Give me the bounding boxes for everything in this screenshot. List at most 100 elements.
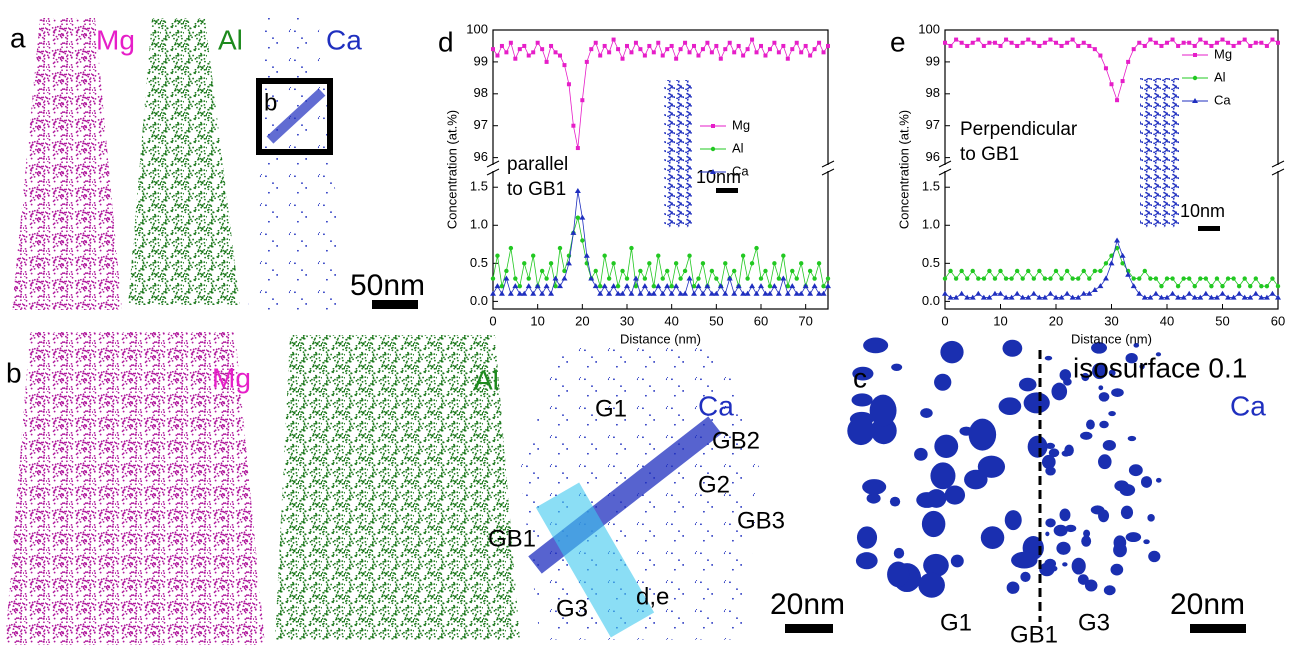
- x-tick-label: 20: [575, 313, 589, 328]
- data-point: [1208, 294, 1215, 300]
- data-point: [1059, 43, 1064, 48]
- data-point: [629, 50, 634, 55]
- isosurface-blob: [1077, 574, 1089, 585]
- data-point: [1131, 276, 1136, 281]
- plot-frame: [944, 29, 1279, 310]
- legend-label: Ca: [732, 163, 749, 178]
- isosurface-blob: [1113, 542, 1127, 558]
- data-point: [1236, 290, 1243, 296]
- data-point: [1158, 294, 1165, 300]
- data-point: [1275, 294, 1281, 300]
- data-point: [548, 261, 554, 266]
- legend-marker: [1193, 53, 1197, 57]
- data-point: [1080, 290, 1087, 296]
- annotation: to GB1: [960, 144, 1019, 165]
- data-point: [592, 283, 599, 289]
- inset-image: [664, 80, 692, 228]
- data-point: [660, 53, 665, 58]
- isosurface-blob: [862, 479, 887, 495]
- scale-label: 20nm: [770, 588, 845, 621]
- data-point: [825, 283, 831, 289]
- data-point: [816, 261, 822, 266]
- data-point: [1141, 294, 1148, 300]
- data-point: [558, 53, 562, 58]
- data-point: [571, 123, 576, 128]
- data-point: [1137, 276, 1142, 281]
- data-point: [781, 43, 786, 48]
- data-point: [557, 245, 563, 251]
- data-point: [531, 253, 536, 258]
- data-point: [794, 40, 799, 45]
- isosurface-blob: [1023, 392, 1050, 414]
- data-point: [1170, 37, 1175, 42]
- data-point: [794, 276, 799, 281]
- element-label: Al: [218, 24, 243, 55]
- data-point: [548, 290, 555, 296]
- data-point: [535, 40, 540, 45]
- data-point: [1031, 40, 1036, 45]
- data-point: [793, 290, 800, 296]
- data-point: [517, 283, 522, 289]
- isosurface-blob: [968, 418, 997, 451]
- isosurface-blob: [1140, 476, 1153, 488]
- data-point: [1181, 40, 1186, 45]
- data-point: [1042, 40, 1047, 45]
- data-point: [1087, 43, 1092, 48]
- isosurface-blob: [847, 416, 875, 446]
- isosurface-blob: [964, 469, 988, 490]
- data-point: [584, 59, 589, 64]
- x-tick-label: 70: [798, 313, 812, 328]
- data-point: [531, 50, 536, 55]
- data-point: [696, 53, 701, 58]
- data-point: [1214, 276, 1220, 281]
- data-point: [607, 50, 612, 55]
- data-point: [616, 47, 621, 52]
- isosurface-blob: [1051, 565, 1058, 572]
- data-point: [691, 290, 697, 296]
- data-point: [943, 40, 947, 45]
- data-point: [1087, 276, 1092, 281]
- isosurface-blob: [891, 363, 903, 372]
- data-point: [647, 43, 652, 48]
- isosurface-blob: [889, 496, 901, 507]
- data-point: [669, 283, 674, 289]
- data-point: [802, 283, 809, 289]
- data-point: [785, 283, 790, 289]
- data-point: [987, 40, 992, 45]
- region-label: G2: [698, 471, 730, 498]
- isosurface-blob: [1108, 369, 1116, 377]
- data-point: [1170, 276, 1175, 281]
- isosurface-blob: [1133, 342, 1140, 348]
- data-point: [811, 283, 818, 289]
- data-point: [522, 43, 527, 48]
- isosurface-blob: [1143, 539, 1150, 545]
- isosurface-blob: [1148, 550, 1161, 563]
- x-axis-label: Distance (nm): [620, 331, 701, 346]
- data-point: [642, 276, 648, 281]
- data-point: [713, 290, 720, 296]
- data-point: [499, 43, 504, 48]
- inset-image: [1140, 78, 1180, 228]
- data-point: [1042, 276, 1048, 281]
- isosurface-blob: [1081, 535, 1092, 547]
- data-point: [1220, 283, 1225, 289]
- data-point: [602, 253, 607, 258]
- break-mark: [821, 168, 835, 176]
- data-point: [588, 275, 595, 281]
- data-point: [660, 276, 665, 281]
- data-point: [557, 283, 563, 289]
- series-line: [492, 38, 829, 149]
- panel-label: c: [853, 362, 867, 393]
- data-point: [745, 47, 750, 52]
- data-point: [1248, 43, 1253, 48]
- isosurface-blob: [866, 493, 881, 504]
- legend-marker: [1192, 98, 1198, 103]
- data-point: [1025, 294, 1032, 300]
- data-point: [1226, 40, 1231, 45]
- isosurface-blob: [1039, 562, 1055, 577]
- isosurface-blob: [1119, 483, 1136, 497]
- data-point: [998, 268, 1003, 274]
- x-tick-label: 60: [1271, 313, 1285, 328]
- data-point: [1159, 43, 1164, 48]
- y-tick-label: 97: [474, 117, 488, 132]
